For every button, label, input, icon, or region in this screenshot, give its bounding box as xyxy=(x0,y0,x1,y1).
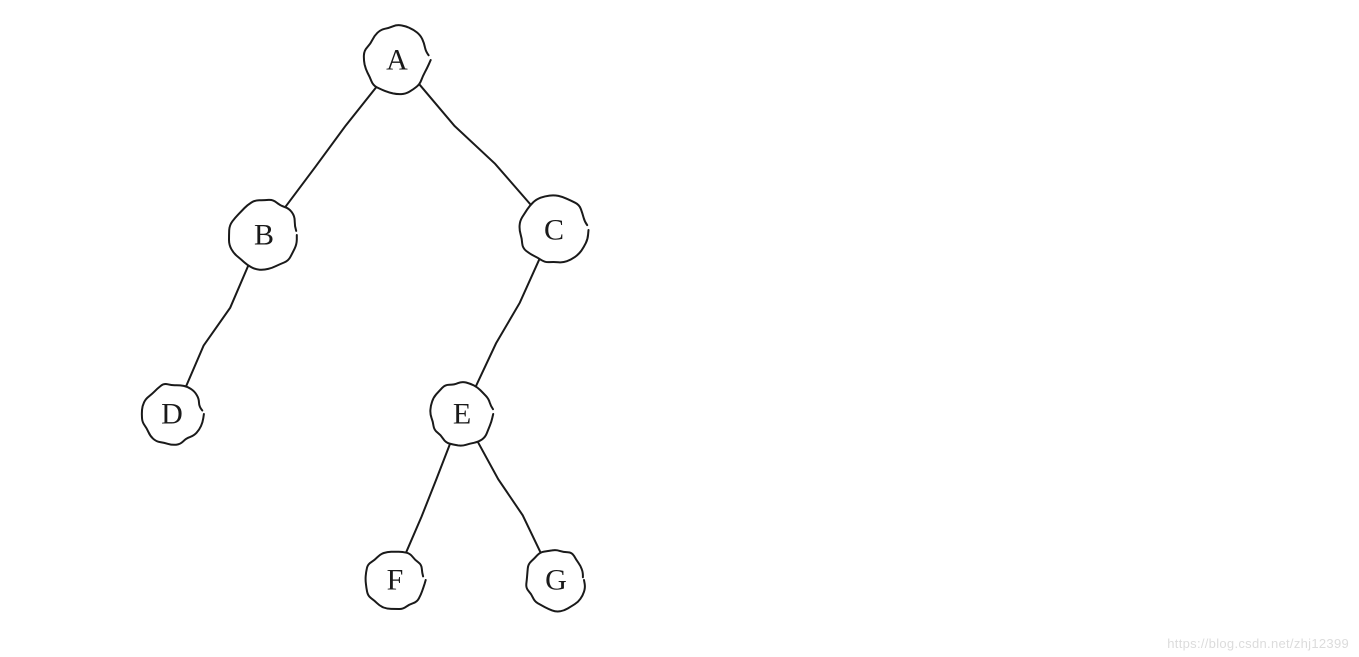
edge-E-G xyxy=(478,441,542,554)
node-G: G xyxy=(526,550,585,611)
edge-A-B xyxy=(285,86,378,208)
node-B: B xyxy=(229,200,297,270)
node-label-A: A xyxy=(386,44,408,77)
node-A: A xyxy=(364,25,431,94)
node-label-G: G xyxy=(545,564,567,597)
node-D: D xyxy=(142,384,204,445)
edge-A-C xyxy=(419,84,532,206)
edge-B-D xyxy=(185,266,248,388)
tree-diagram: A B C D E F G xyxy=(0,0,1359,657)
edge-C-E xyxy=(476,260,539,386)
watermark-text: https://blog.csdn.net/zhj12399 xyxy=(1167,636,1349,651)
node-label-E: E xyxy=(453,398,471,431)
node-F: F xyxy=(366,552,426,609)
node-E: E xyxy=(430,382,493,446)
edge-E-F xyxy=(406,443,450,553)
node-label-D: D xyxy=(161,398,183,431)
node-label-C: C xyxy=(544,214,564,247)
node-C: C xyxy=(520,195,589,262)
node-label-B: B xyxy=(254,219,274,252)
node-label-F: F xyxy=(387,564,404,597)
